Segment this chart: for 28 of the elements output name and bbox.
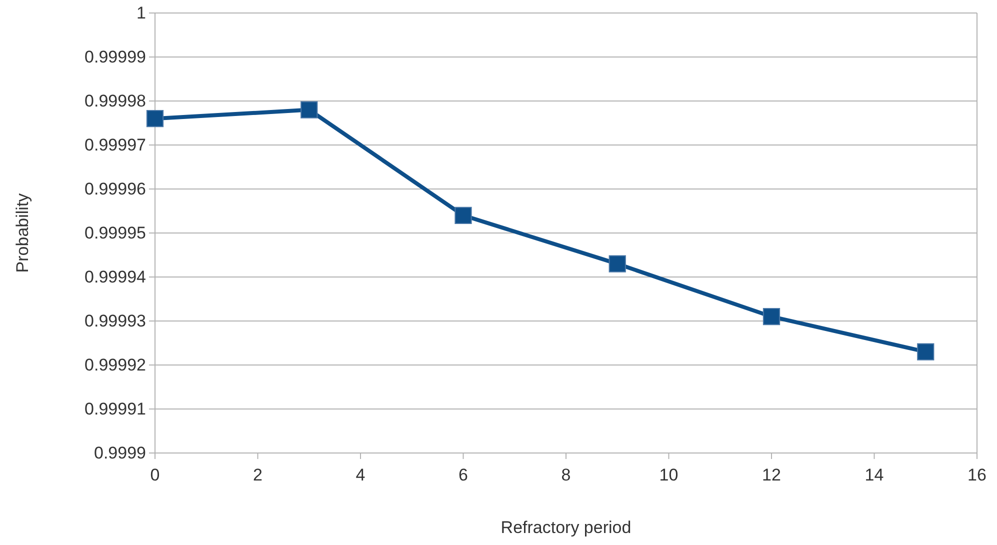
- x-axis-title: Refractory period: [500, 518, 632, 537]
- y-tick-label: 1: [136, 3, 146, 22]
- x-tick-label: 6: [458, 466, 468, 485]
- point: [917, 343, 934, 360]
- y-tick-label: 0.9999: [94, 443, 146, 462]
- x-tick-label: 0: [150, 466, 160, 485]
- point: [608, 255, 626, 272]
- y-tick-label: 0.99998: [84, 91, 146, 110]
- x-tick-label: 16: [968, 466, 986, 485]
- y-tick-label: 0.99991: [84, 399, 146, 418]
- x-tick-label: 4: [356, 466, 366, 485]
- x-tick-label: 10: [659, 466, 678, 485]
- x-tick-label: 14: [864, 466, 884, 485]
- y-tick-label: 0.99994: [84, 267, 146, 286]
- y-tick-label: 0.99997: [84, 135, 146, 154]
- point: [454, 206, 472, 224]
- x-tick-label: 12: [762, 466, 781, 485]
- point: [762, 308, 780, 326]
- point: [146, 110, 164, 128]
- y-tick-label: 0.99995: [84, 223, 146, 242]
- point: [300, 101, 318, 118]
- x-tick-label: 8: [561, 466, 571, 485]
- y-tick-label: 0.99999: [84, 47, 146, 66]
- x-tick-label: 2: [253, 466, 262, 485]
- y-tick-label: 0.99992: [84, 355, 146, 374]
- y-tick-label: 0.99996: [84, 179, 146, 198]
- y-tick-label: 0.99993: [84, 311, 146, 330]
- y-axis-title: Probability: [13, 192, 32, 273]
